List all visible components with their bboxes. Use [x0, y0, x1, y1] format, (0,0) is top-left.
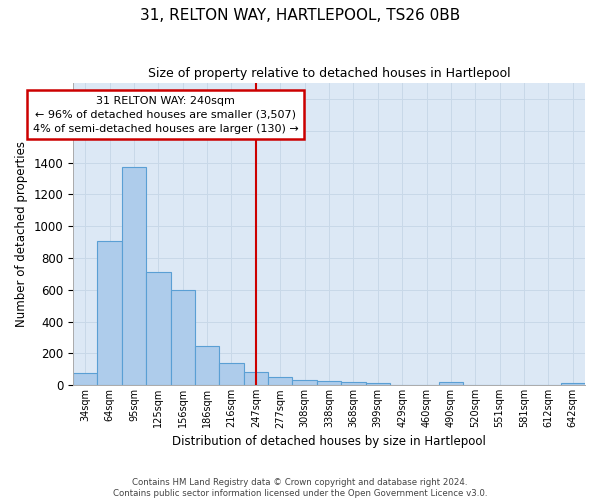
Bar — [268, 378, 292, 386]
Bar — [97, 240, 122, 386]
Bar — [73, 372, 97, 386]
Text: Contains HM Land Registry data © Crown copyright and database right 2024.
Contai: Contains HM Land Registry data © Crown c… — [113, 478, 487, 498]
Bar — [146, 272, 170, 386]
Y-axis label: Number of detached properties: Number of detached properties — [15, 141, 28, 327]
X-axis label: Distribution of detached houses by size in Hartlepool: Distribution of detached houses by size … — [172, 434, 486, 448]
Bar — [292, 380, 317, 386]
Title: Size of property relative to detached houses in Hartlepool: Size of property relative to detached ho… — [148, 68, 511, 80]
Bar — [365, 383, 390, 386]
Bar — [560, 383, 585, 386]
Text: 31 RELTON WAY: 240sqm
← 96% of detached houses are smaller (3,507)
4% of semi-de: 31 RELTON WAY: 240sqm ← 96% of detached … — [33, 96, 299, 134]
Bar — [170, 290, 195, 386]
Bar — [122, 168, 146, 386]
Bar — [244, 372, 268, 386]
Bar — [341, 382, 365, 386]
Bar — [317, 380, 341, 386]
Bar — [220, 363, 244, 386]
Bar — [195, 346, 220, 386]
Bar — [439, 382, 463, 386]
Text: 31, RELTON WAY, HARTLEPOOL, TS26 0BB: 31, RELTON WAY, HARTLEPOOL, TS26 0BB — [140, 8, 460, 22]
